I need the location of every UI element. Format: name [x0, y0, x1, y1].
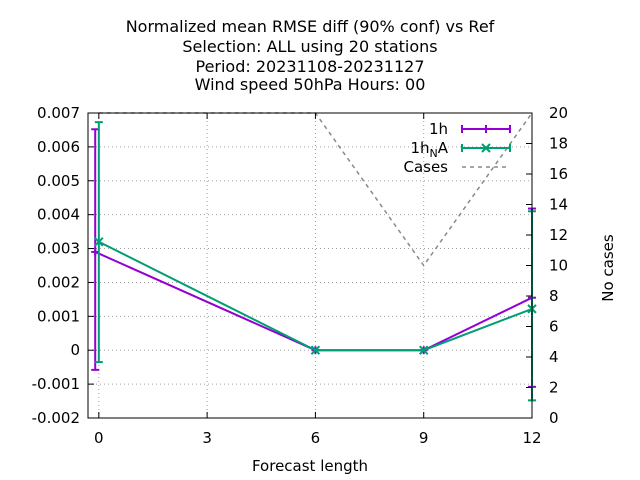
x-tick-label: 0 [94, 429, 104, 447]
series-line [98, 112, 533, 267]
y-tick-label: 0.007 [37, 104, 80, 122]
legend-label: Cases [403, 158, 448, 176]
plot-frame [87, 112, 533, 419]
legend-entry: Cases [403, 158, 510, 176]
series-line [98, 240, 533, 352]
y2-axis-label: No cases [599, 234, 617, 302]
legend-entry: 1hNA [410, 139, 511, 160]
y-tick-label: 0.005 [37, 172, 80, 190]
point-marker [419, 345, 429, 355]
y-tick-label: 0.002 [37, 273, 80, 291]
y2-tick-label: 2 [549, 379, 559, 397]
y2-tick-label: 16 [549, 165, 568, 183]
x-tick-label: 6 [311, 429, 321, 447]
x-tick-label: 3 [202, 429, 212, 447]
title-line-3: Period: 20231108-20231127 [195, 57, 424, 76]
y-tick-label: -0.002 [32, 409, 80, 427]
chart-title: Normalized mean RMSE diff (90% conf) vs … [126, 17, 495, 94]
title-line-4: Wind speed 50hPa Hours: 00 [195, 75, 426, 94]
y-tick-label: 0.001 [37, 307, 80, 325]
y2-tick-label: 4 [549, 348, 559, 366]
x-tick-label: 9 [419, 429, 429, 447]
y-tick-label: 0.006 [37, 138, 80, 156]
legend-label: 1hNA [410, 139, 448, 160]
y2-tick-label: 12 [549, 226, 568, 244]
point-marker [94, 237, 104, 247]
grid [88, 113, 532, 418]
point-marker [310, 345, 321, 355]
y-tick-label: -0.001 [32, 375, 80, 393]
title-line-2: Selection: ALL using 20 stations [182, 37, 437, 56]
y2-tick-label: 6 [549, 318, 559, 336]
title-line-1: Normalized mean RMSE diff (90% conf) vs … [126, 17, 495, 36]
series-line [94, 251, 533, 352]
y2-tick-label: 18 [549, 135, 568, 153]
y2-tick-label: 10 [549, 257, 568, 275]
y2-tick-label: 8 [549, 287, 559, 305]
plot-series [91, 112, 537, 402]
x-axis-label: Forecast length [252, 457, 368, 475]
y2-tick-label: 20 [549, 104, 568, 122]
y-tick-label: 0 [70, 341, 80, 359]
y-tick-label: 0.004 [37, 206, 80, 224]
axis-ticks: 0 3 6 9 12 -0.002 -0.001 0 0.001 0.002 0.003 0.004 0… [32, 104, 568, 447]
x-tick-label: 12 [522, 429, 541, 447]
series-cases [98, 112, 533, 267]
y2-tick-label: 14 [549, 196, 568, 214]
y2-tick-label: 0 [549, 409, 559, 427]
legend-label: 1h [429, 120, 448, 138]
point-marker [481, 143, 491, 153]
y-tick-label: 0.003 [37, 240, 80, 258]
legend-entry: 1h [429, 120, 511, 138]
